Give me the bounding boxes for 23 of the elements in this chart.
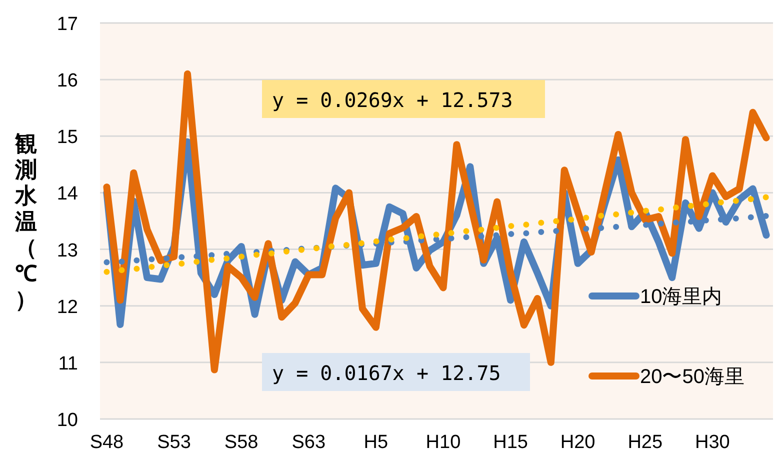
x-tick-label: H15 [493,432,528,453]
x-tick-label: H10 [426,432,461,453]
x-tick-label: H5 [364,432,388,453]
legend-label: 20〜50海里 [640,366,744,388]
x-tick-label: S48 [90,432,124,453]
y-tick-label: 12 [56,296,78,318]
y-axis-title: 観測水温（℃） [14,131,38,312]
y-tick-label: 15 [56,127,78,148]
x-tick-label: H20 [560,432,596,453]
annotation: y = 0.0167x + 12.75 [272,361,501,385]
y-tick-label: 13 [56,240,78,262]
x-tick-label: H30 [695,432,730,453]
y-tick-label: 16 [56,70,78,92]
x-tick-label: S63 [292,432,326,453]
x-tick-label: S53 [157,432,191,453]
x-tick-label: S58 [224,432,258,453]
x-tick-label: H25 [628,432,663,453]
annotation: y = 0.0269x + 12.573 [272,88,513,112]
legend-label: 10海里内 [640,286,722,308]
y-tick-label: 10 [56,410,78,431]
y-tick-label: 17 [56,14,78,35]
y-tick-label: 14 [56,184,78,205]
y-tick-label: 11 [58,353,78,374]
